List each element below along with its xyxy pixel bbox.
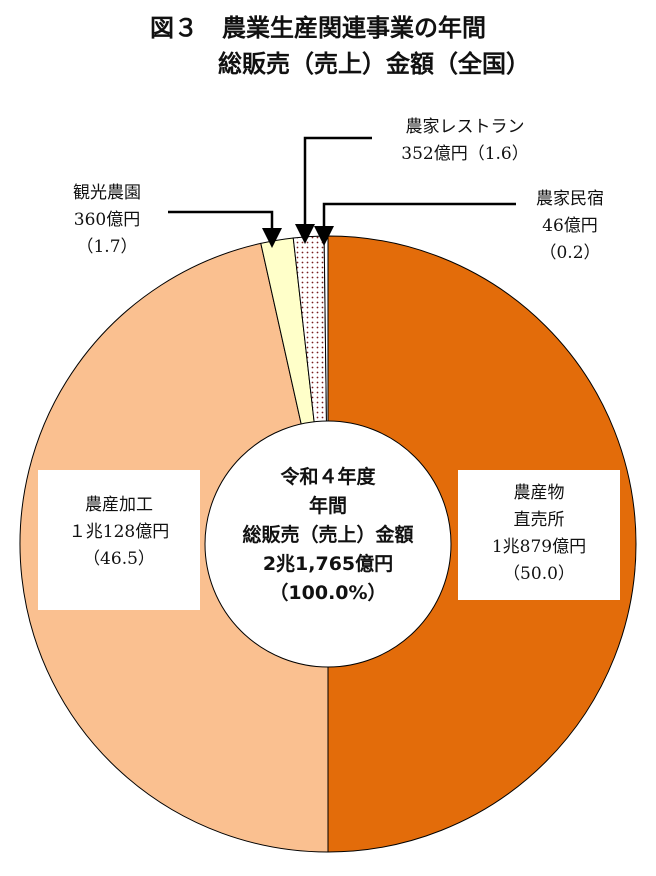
leader-line-tourism xyxy=(168,210,282,248)
donut-center-text: 令和４年度 年間 総販売（売上）金額 2兆1,765億円 （100.0%） xyxy=(205,463,451,608)
center-line1: 令和４年度 xyxy=(280,466,376,488)
center-line5: （100.0%） xyxy=(269,582,387,604)
slice-label-farm-restaurant: 農家レストラン 352億円（1.6） xyxy=(380,114,550,168)
center-line3: 総販売（売上）金額 xyxy=(242,524,414,546)
label-direct-line2: 直売所 xyxy=(513,510,565,530)
label-direct-line1: 農産物 xyxy=(513,483,565,503)
label-direct-line3: 1兆879億円 xyxy=(491,537,587,557)
center-line4: 2兆1,765億円 xyxy=(262,553,394,575)
chart-title-line1: 図３ 農業生産関連事業の年間 xyxy=(150,14,486,42)
slice-label-tourism-farm: 観光農園 360億円 （1.7） xyxy=(52,180,162,261)
label-processing-line2: １兆128億円 xyxy=(68,522,170,542)
label-tourism-line3: （1.7） xyxy=(76,237,138,257)
label-inn-line1: 農家民宿 xyxy=(536,189,604,209)
label-restaurant-line2: 352億円（1.6） xyxy=(401,144,529,164)
slice-label-processing: 農産加工 １兆128億円 （46.5） xyxy=(38,470,200,610)
chart-title-line2: 総販売（売上）金額（全国） xyxy=(218,50,530,78)
slice-label-direct-sales: 農産物 直売所 1兆879億円 （50.0） xyxy=(458,470,620,600)
label-direct-line4: （50.0） xyxy=(503,564,575,584)
label-inn-line3: （0.2） xyxy=(539,243,601,263)
label-inn-line2: 46億円 xyxy=(542,216,598,236)
leader-line-restaurant xyxy=(295,136,372,244)
label-tourism-line2: 360億円 xyxy=(73,210,141,230)
label-processing-line1: 農産加工 xyxy=(85,495,153,515)
leader-line-inn xyxy=(314,202,516,246)
center-line2: 年間 xyxy=(308,495,347,517)
label-restaurant-line1: 農家レストラン xyxy=(405,117,525,137)
label-tourism-line1: 観光農園 xyxy=(73,183,141,203)
leader-lines xyxy=(168,136,516,248)
label-processing-line3: （46.5） xyxy=(83,549,155,569)
slice-label-farm-inn: 農家民宿 46億円 （0.2） xyxy=(520,186,620,267)
donut-center-hole xyxy=(204,420,452,668)
